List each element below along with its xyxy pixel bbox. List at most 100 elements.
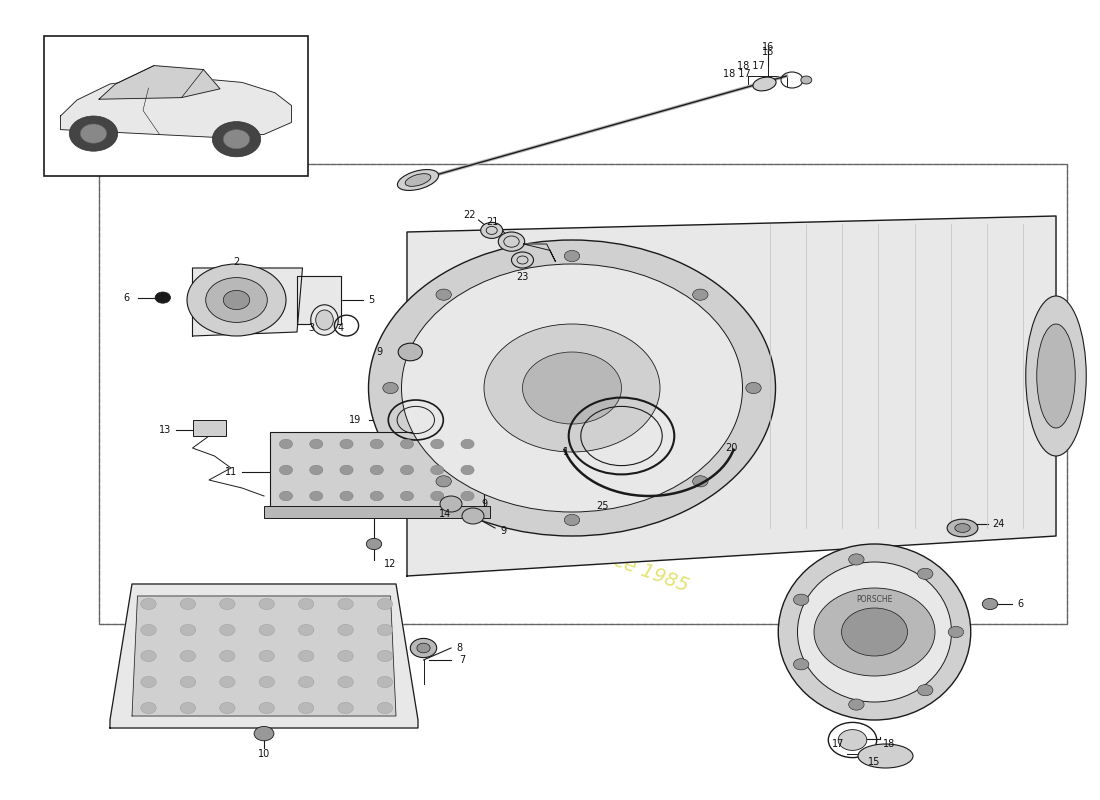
Text: 1: 1 bbox=[563, 447, 570, 457]
Circle shape bbox=[340, 439, 353, 449]
Text: 19: 19 bbox=[349, 415, 362, 425]
Text: 6: 6 bbox=[1018, 599, 1024, 609]
Text: 3: 3 bbox=[308, 323, 315, 333]
Text: 6: 6 bbox=[123, 293, 130, 302]
Circle shape bbox=[260, 650, 275, 662]
Text: 14: 14 bbox=[439, 509, 452, 518]
Text: 15: 15 bbox=[868, 757, 881, 766]
Circle shape bbox=[461, 491, 474, 501]
Circle shape bbox=[212, 122, 261, 157]
Polygon shape bbox=[192, 268, 303, 336]
Ellipse shape bbox=[798, 562, 952, 702]
Bar bbox=[192, 420, 226, 436]
Circle shape bbox=[801, 76, 812, 84]
Ellipse shape bbox=[1025, 296, 1087, 456]
Circle shape bbox=[298, 676, 314, 687]
Ellipse shape bbox=[310, 305, 339, 335]
Ellipse shape bbox=[397, 170, 439, 190]
Polygon shape bbox=[524, 244, 556, 262]
Circle shape bbox=[260, 598, 275, 610]
Bar bbox=[44, 36, 308, 176]
Ellipse shape bbox=[405, 174, 431, 186]
Text: 17: 17 bbox=[832, 739, 845, 749]
Circle shape bbox=[512, 252, 534, 268]
Text: 16: 16 bbox=[761, 42, 774, 52]
Circle shape bbox=[417, 643, 430, 653]
Circle shape bbox=[461, 439, 474, 449]
Circle shape bbox=[400, 491, 414, 501]
Circle shape bbox=[402, 264, 742, 512]
Circle shape bbox=[430, 439, 443, 449]
Circle shape bbox=[180, 650, 196, 662]
Circle shape bbox=[400, 465, 414, 475]
Circle shape bbox=[484, 324, 660, 452]
Circle shape bbox=[564, 250, 580, 262]
Circle shape bbox=[917, 685, 933, 696]
Circle shape bbox=[340, 465, 353, 475]
Text: 23: 23 bbox=[516, 272, 529, 282]
Circle shape bbox=[383, 382, 398, 394]
Circle shape bbox=[398, 343, 422, 361]
Text: 16: 16 bbox=[761, 47, 774, 57]
Circle shape bbox=[298, 624, 314, 635]
Ellipse shape bbox=[316, 310, 333, 330]
Circle shape bbox=[814, 588, 935, 676]
Circle shape bbox=[310, 465, 323, 475]
Text: 24: 24 bbox=[992, 519, 1005, 529]
Text: 20: 20 bbox=[725, 443, 738, 453]
Circle shape bbox=[338, 624, 353, 635]
Circle shape bbox=[180, 598, 196, 610]
Circle shape bbox=[338, 650, 353, 662]
Circle shape bbox=[370, 465, 384, 475]
Circle shape bbox=[430, 491, 443, 501]
Circle shape bbox=[69, 116, 118, 151]
Circle shape bbox=[564, 514, 580, 526]
Text: 9: 9 bbox=[376, 347, 383, 357]
Circle shape bbox=[461, 465, 474, 475]
Circle shape bbox=[481, 222, 503, 238]
Circle shape bbox=[982, 598, 998, 610]
Circle shape bbox=[80, 124, 107, 143]
Text: 13: 13 bbox=[158, 426, 172, 435]
Circle shape bbox=[377, 676, 393, 687]
Circle shape bbox=[298, 650, 314, 662]
Text: 18 17: 18 17 bbox=[723, 70, 751, 79]
Circle shape bbox=[693, 289, 708, 300]
Circle shape bbox=[436, 476, 451, 487]
Circle shape bbox=[279, 465, 293, 475]
Circle shape bbox=[498, 232, 525, 251]
Circle shape bbox=[338, 598, 353, 610]
Text: 5: 5 bbox=[368, 295, 375, 305]
Circle shape bbox=[223, 290, 250, 310]
Polygon shape bbox=[60, 76, 292, 138]
Circle shape bbox=[917, 568, 933, 579]
Circle shape bbox=[849, 699, 865, 710]
Circle shape bbox=[948, 626, 964, 638]
Circle shape bbox=[842, 608, 908, 656]
Circle shape bbox=[155, 292, 170, 303]
Circle shape bbox=[220, 650, 235, 662]
Circle shape bbox=[440, 496, 462, 512]
Circle shape bbox=[141, 702, 156, 714]
Circle shape bbox=[220, 702, 235, 714]
Text: 4: 4 bbox=[338, 323, 344, 333]
Circle shape bbox=[220, 624, 235, 635]
Text: 18: 18 bbox=[882, 739, 895, 749]
Circle shape bbox=[430, 465, 443, 475]
Circle shape bbox=[377, 650, 393, 662]
Circle shape bbox=[436, 289, 451, 300]
Circle shape bbox=[206, 278, 267, 322]
Circle shape bbox=[220, 598, 235, 610]
Circle shape bbox=[180, 702, 196, 714]
Ellipse shape bbox=[955, 524, 970, 533]
Circle shape bbox=[338, 702, 353, 714]
Circle shape bbox=[187, 264, 286, 336]
Circle shape bbox=[377, 702, 393, 714]
Circle shape bbox=[849, 554, 865, 565]
Circle shape bbox=[260, 624, 275, 635]
Text: PORSCHE: PORSCHE bbox=[856, 595, 893, 605]
Circle shape bbox=[298, 598, 314, 610]
Ellipse shape bbox=[1036, 324, 1076, 428]
Text: 25: 25 bbox=[596, 501, 609, 510]
Circle shape bbox=[260, 702, 275, 714]
